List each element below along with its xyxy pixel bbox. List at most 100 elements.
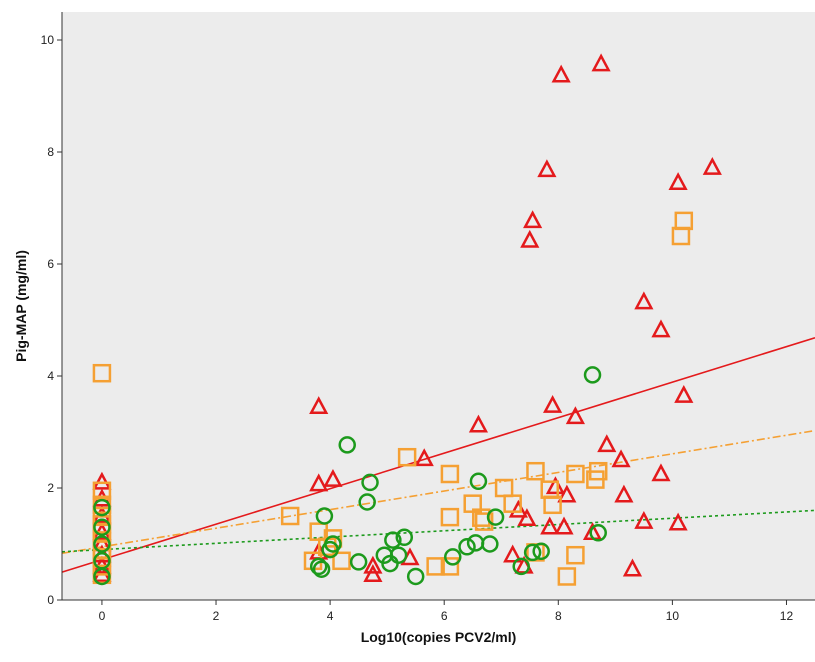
circle-point <box>481 535 499 553</box>
y-tick-label: 10 <box>41 33 55 47</box>
x-tick-label: 4 <box>327 609 334 623</box>
y-axis-title: Pig-MAP (mg/ml) <box>13 250 29 362</box>
triangle-point <box>323 468 343 487</box>
square-point <box>92 363 112 383</box>
circle-point <box>583 366 602 384</box>
circle-point <box>312 560 331 578</box>
x-tick-label: 8 <box>555 609 562 623</box>
triangle-point <box>622 558 643 577</box>
circle-point <box>93 567 111 586</box>
fit-lines <box>61 337 815 573</box>
y-tick-label: 0 <box>47 593 54 607</box>
triangle-point <box>668 512 688 531</box>
square-point <box>397 447 417 467</box>
square-point <box>588 461 608 481</box>
triangle-point <box>309 473 329 492</box>
circle-point <box>469 472 488 491</box>
circle-point <box>406 567 425 586</box>
x-tick-label: 2 <box>213 609 220 623</box>
circle-point <box>358 493 376 511</box>
square-point <box>440 557 460 576</box>
plot-area <box>62 12 815 600</box>
square-point <box>566 464 585 484</box>
square-point <box>674 211 694 231</box>
circle-point <box>395 528 414 547</box>
circle-point <box>512 557 530 576</box>
triangle-point <box>543 395 563 413</box>
triangle-point <box>363 564 383 583</box>
triangle-point <box>611 449 631 468</box>
circle-point <box>589 524 607 542</box>
triangle-point <box>414 448 434 467</box>
triangle-point <box>309 396 329 415</box>
square-point <box>280 506 300 526</box>
triangle-point <box>503 544 523 563</box>
circle-point <box>349 553 368 571</box>
circle-point <box>486 508 505 526</box>
triangle-point <box>634 510 654 529</box>
square-point <box>426 557 445 576</box>
triangle-point <box>363 555 383 574</box>
x-tick-label: 6 <box>441 609 448 623</box>
triangle-point <box>702 157 722 175</box>
x-axis-title: Log10(copies PCV2/ml) <box>361 629 517 645</box>
y-tick-label: 6 <box>47 257 54 271</box>
triangle-point <box>591 53 611 72</box>
triangle-point <box>468 414 489 433</box>
triangle-point <box>668 172 688 191</box>
triangle-point <box>554 516 574 535</box>
circle-point <box>458 538 476 556</box>
circle-point <box>523 543 542 562</box>
triangle-point <box>557 484 577 503</box>
triangle-point <box>508 499 528 518</box>
square-point <box>440 507 460 527</box>
circle-point <box>444 548 462 566</box>
square-point <box>543 495 562 515</box>
data-points <box>92 53 722 586</box>
triangle-point <box>517 508 537 527</box>
triangle-point <box>634 291 654 310</box>
triangle-point <box>674 384 694 403</box>
square-point <box>526 461 545 481</box>
y-tick-label: 4 <box>47 369 54 383</box>
triangle-point <box>537 159 557 178</box>
circle-point <box>532 542 550 561</box>
fit-line-square <box>61 429 815 555</box>
triangle-point <box>540 516 560 535</box>
circle-point <box>309 557 328 576</box>
circle-point <box>384 531 402 549</box>
fit-line-triangle <box>61 337 815 573</box>
triangle-point <box>651 463 671 482</box>
triangle-point <box>523 210 543 229</box>
x-tick-label: 12 <box>780 609 794 623</box>
y-tick-label: 8 <box>47 145 54 159</box>
triangle-point <box>651 319 671 338</box>
square-point <box>474 512 494 531</box>
triangle-point <box>614 484 634 503</box>
triangle-point <box>597 434 617 453</box>
circle-point <box>93 498 111 517</box>
axes: 0 2 4 6 8 10 12 0 2 4 6 8 10 <box>41 12 815 623</box>
square-point <box>566 545 585 565</box>
square-point <box>323 529 343 548</box>
circle-point <box>315 507 334 525</box>
square-point <box>440 464 460 484</box>
triangle-point <box>520 229 540 248</box>
circle-point <box>93 518 111 536</box>
circle-point <box>93 535 111 553</box>
x-tick-label: 0 <box>99 609 106 623</box>
triangle-point <box>551 64 571 83</box>
circle-point <box>361 473 379 492</box>
triangle-point <box>565 406 585 425</box>
triangle-point <box>545 476 566 495</box>
square-point <box>332 551 351 571</box>
square-point <box>92 481 112 501</box>
square-point <box>557 567 577 586</box>
y-tick-label: 2 <box>47 481 54 495</box>
circle-point <box>389 546 408 564</box>
circle-point <box>324 535 342 553</box>
circle-point <box>338 436 356 454</box>
triangle-point <box>92 471 112 490</box>
